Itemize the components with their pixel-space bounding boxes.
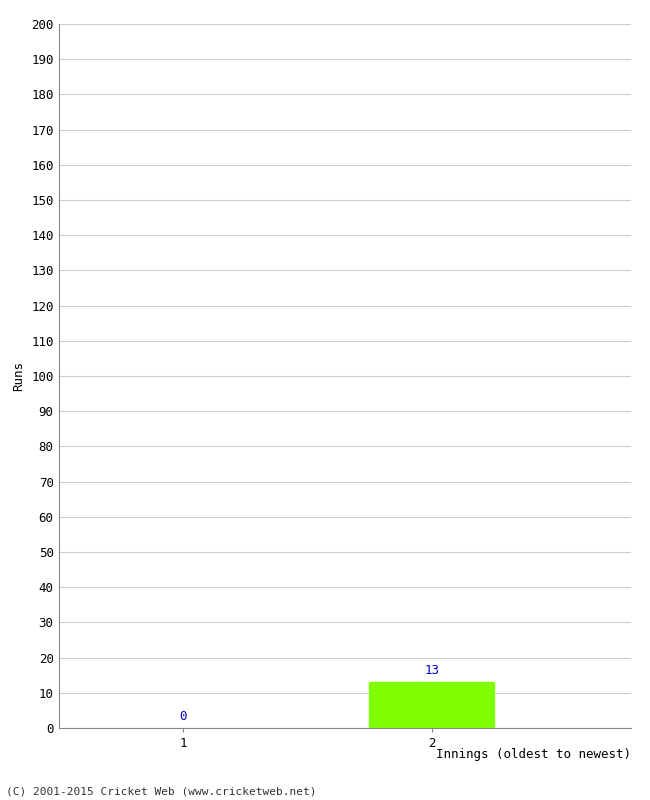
Y-axis label: Runs: Runs [12, 361, 25, 391]
Text: Innings (oldest to newest): Innings (oldest to newest) [436, 748, 630, 761]
Text: 0: 0 [179, 710, 187, 722]
Text: 13: 13 [424, 664, 439, 677]
Text: (C) 2001-2015 Cricket Web (www.cricketweb.net): (C) 2001-2015 Cricket Web (www.cricketwe… [6, 786, 317, 796]
Bar [369, 682, 494, 728]
